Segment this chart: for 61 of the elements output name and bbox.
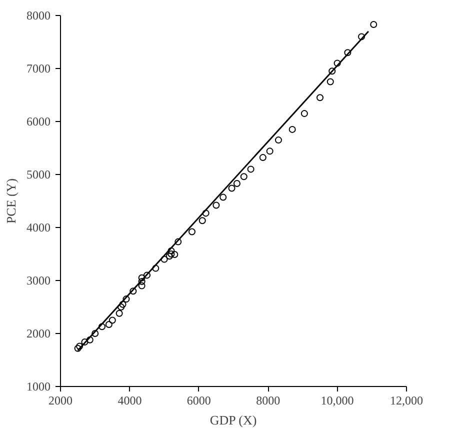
point xyxy=(166,252,173,260)
y-axis-title: PCE (Y) xyxy=(4,178,18,224)
point xyxy=(105,320,112,328)
point xyxy=(168,250,175,258)
point xyxy=(247,166,254,173)
point xyxy=(274,136,282,144)
x-tick-label: 4000 xyxy=(118,394,142,408)
point xyxy=(228,184,236,192)
point xyxy=(233,180,240,188)
point xyxy=(202,210,210,217)
point xyxy=(130,288,137,295)
point xyxy=(86,336,94,344)
point xyxy=(108,316,116,324)
x-tick-label: 12,000 xyxy=(390,394,423,408)
point xyxy=(171,251,178,258)
point xyxy=(370,21,378,28)
point xyxy=(328,68,336,75)
point xyxy=(116,310,123,317)
x-axis-title: GDP (X) xyxy=(210,412,257,428)
point xyxy=(76,342,84,350)
point xyxy=(98,323,106,330)
point xyxy=(288,126,296,133)
point xyxy=(344,49,352,56)
point xyxy=(259,154,266,162)
y-tick-label: 8000 xyxy=(26,8,50,22)
point xyxy=(240,173,248,180)
point xyxy=(144,272,150,279)
x-tick-label: 6000 xyxy=(186,394,211,408)
point xyxy=(174,238,182,246)
point xyxy=(168,247,175,254)
point xyxy=(212,202,220,209)
point xyxy=(138,278,146,286)
point xyxy=(220,194,227,201)
point xyxy=(326,78,334,86)
point xyxy=(300,110,308,118)
y-tick-label: 1000 xyxy=(26,380,50,394)
y-tick-label: 7000 xyxy=(26,62,50,76)
x-tick-label: 10,000 xyxy=(320,394,354,408)
y-tick-label: 3000 xyxy=(26,274,50,288)
x-tick-label: 8000 xyxy=(256,394,280,408)
point xyxy=(188,228,196,236)
point xyxy=(152,264,160,272)
point xyxy=(74,344,82,352)
point xyxy=(160,256,168,263)
point xyxy=(358,33,366,40)
point xyxy=(119,300,126,308)
point xyxy=(118,304,125,310)
y-tick-label: 6000 xyxy=(26,114,50,128)
point xyxy=(138,282,146,290)
x-tick-label: 2000 xyxy=(48,394,72,408)
point xyxy=(316,94,324,102)
y-tick-label: 2000 xyxy=(26,326,50,340)
point xyxy=(138,274,146,282)
point xyxy=(122,296,130,303)
point xyxy=(198,217,206,224)
point xyxy=(92,330,99,337)
y-tick-label: 4000 xyxy=(26,220,50,234)
point xyxy=(266,148,274,155)
y-tick-label: 5000 xyxy=(26,168,50,182)
point xyxy=(81,338,88,346)
point xyxy=(334,60,341,67)
